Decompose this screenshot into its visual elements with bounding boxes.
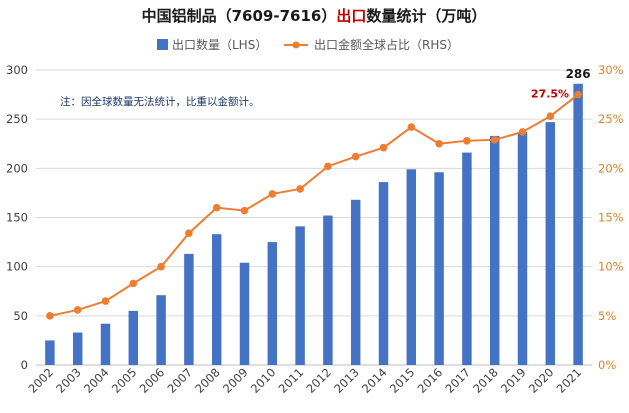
last-bar-value-label: 286: [566, 67, 591, 81]
bar: [128, 310, 139, 365]
annotations: 286 27.5%: [531, 67, 591, 101]
y-right-tick-label: 25%: [598, 112, 624, 126]
bar: [434, 172, 444, 365]
x-tick-label: 2002: [25, 365, 56, 396]
line-point: [351, 152, 360, 161]
line-point: [324, 162, 332, 171]
line-point: [73, 306, 82, 314]
line-point: [212, 203, 221, 212]
x-tick-label: 2009: [220, 365, 251, 396]
legend: 出口数量（LHS） 出口金额全球占比（RHS）: [157, 37, 459, 52]
y-left-tick-label: 200: [6, 161, 28, 175]
x-tick-label: 2019: [498, 365, 529, 396]
line-point: [185, 229, 193, 238]
y-right-tick-label: 10%: [598, 260, 624, 274]
bar: [573, 83, 583, 366]
bar: [100, 323, 111, 365]
x-tick-label: 2011: [276, 365, 307, 396]
x-tick-label: 2012: [303, 365, 334, 396]
last-line-value-label: 27.5%: [531, 88, 569, 101]
line-point: [518, 128, 527, 136]
y-right-tick-label: 5%: [598, 309, 616, 323]
x-tick-label: 2015: [387, 365, 418, 396]
x-tick-label: 2003: [53, 365, 84, 396]
x-tick-label: 2004: [81, 365, 112, 396]
bar: [517, 131, 528, 365]
grid: [36, 69, 592, 366]
line-point: [240, 206, 249, 215]
bar: [295, 226, 305, 365]
x-tick-label: 2014: [359, 365, 390, 396]
legend-bar-label: 出口数量（LHS）: [172, 37, 267, 52]
line-point: [379, 143, 388, 152]
y-left-tick-label: 250: [6, 112, 28, 126]
line-point: [463, 137, 471, 145]
x-tick-label: 2018: [470, 365, 501, 396]
x-axis: 2002200320042005200620072008200920102011…: [25, 365, 584, 396]
line-point: [435, 139, 443, 148]
line-point: [407, 123, 416, 131]
line-point: [157, 262, 165, 271]
line-path: [49, 93, 579, 317]
chart-title-part3: 数量统计（万吨）: [366, 7, 486, 25]
y-left-tick-label: 100: [6, 260, 28, 274]
x-tick-label: 2017: [442, 365, 473, 396]
x-tick-label: 2010: [248, 365, 279, 396]
legend-bar-swatch: [157, 39, 168, 50]
x-tick-label: 2016: [415, 365, 446, 396]
bar: [545, 122, 556, 365]
bar: [350, 199, 361, 365]
line-point: [268, 190, 277, 198]
bar-series: [45, 83, 583, 366]
line-point: [101, 297, 110, 305]
y-left-tick-label: 50: [13, 309, 28, 323]
line-series: [46, 90, 582, 320]
y-axis-right: 0% 5% 10% 15% 20% 25% 30%: [598, 63, 624, 372]
bar: [211, 234, 222, 365]
y-left-tick-label: 150: [6, 211, 28, 225]
bar: [72, 332, 83, 365]
bar: [462, 152, 472, 365]
bar: [184, 253, 194, 365]
line-point: [46, 312, 54, 320]
bar: [239, 262, 250, 365]
chart-title-part1: 中国铝制品（7609-7616）: [142, 7, 337, 25]
y-right-tick-label: 30%: [598, 63, 624, 77]
bar: [406, 169, 417, 365]
bar: [323, 215, 333, 365]
bar: [489, 135, 500, 365]
bar: [45, 340, 55, 365]
y-left-tick-label: 0: [21, 358, 28, 372]
y-right-tick-label: 15%: [598, 211, 624, 225]
x-tick-label: 2008: [192, 365, 223, 396]
line-point: [574, 90, 582, 99]
chart-title-part2: 出口: [336, 7, 366, 25]
chart-note: 注：因全球数量无法统计，比重以金额计。: [60, 95, 260, 108]
x-tick-label: 2006: [137, 365, 168, 396]
legend-line-marker: [292, 41, 300, 49]
x-tick-label: 2005: [109, 365, 140, 396]
x-tick-label: 2007: [164, 365, 195, 396]
y-left-tick-label: 300: [6, 63, 28, 77]
x-tick-label: 2020: [526, 365, 557, 396]
bar: [267, 242, 278, 365]
legend-line-label: 出口金额全球占比（RHS）: [314, 37, 459, 52]
x-tick-label: 2013: [331, 365, 362, 396]
y-right-tick-label: 20%: [598, 161, 624, 175]
line-point: [490, 136, 499, 144]
chart-title: 中国铝制品（7609-7616）出口数量统计（万吨）: [142, 7, 487, 25]
line-point: [546, 112, 555, 121]
line-point: [129, 279, 138, 288]
x-tick-label: 2021: [554, 365, 585, 396]
line-point: [296, 185, 304, 193]
y-axis-left: 0 50 100 150 200 250 300: [6, 63, 28, 372]
bar: [156, 295, 166, 365]
bar: [378, 182, 389, 365]
y-right-tick-label: 0%: [598, 358, 616, 372]
